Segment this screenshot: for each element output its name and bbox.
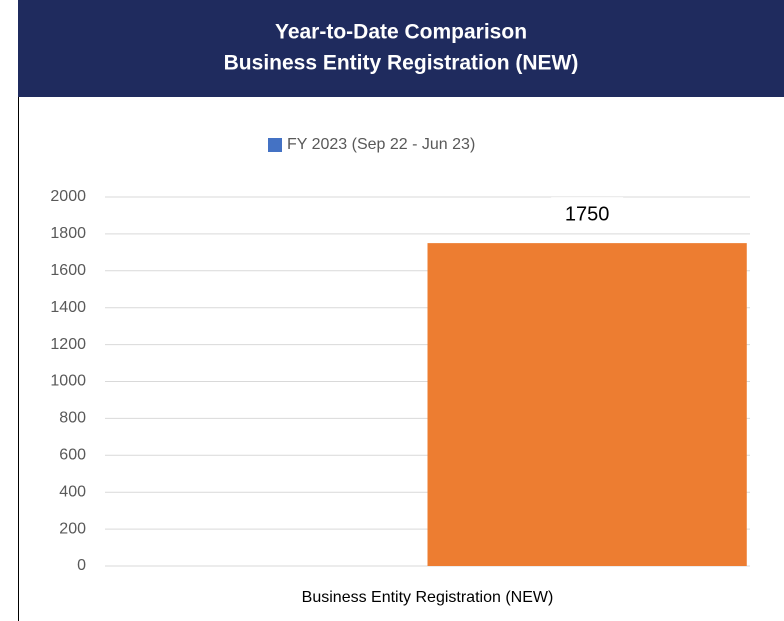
data-label-box xyxy=(551,197,624,234)
y-tick-label: 1400 xyxy=(50,299,86,316)
y-tick-label: 200 xyxy=(59,520,86,537)
y-tick-label: 1800 xyxy=(50,225,86,242)
bar xyxy=(427,243,747,566)
header-band xyxy=(18,0,784,97)
y-tick-label: 1200 xyxy=(50,336,86,353)
legend-label: FY 2023 (Sep 22 - Jun 23) xyxy=(287,136,475,153)
y-tick-label: 400 xyxy=(59,483,86,500)
legend-swatch xyxy=(268,138,282,152)
y-tick-label: 800 xyxy=(59,410,86,427)
y-tick-label: 1600 xyxy=(50,262,86,279)
y-tick-label: 0 xyxy=(77,557,86,574)
y-tick-label: 600 xyxy=(59,447,86,464)
y-tick-label: 2000 xyxy=(50,188,86,205)
x-tick-label: Business Entity Registration (NEW) xyxy=(302,589,554,606)
y-tick-label: 1000 xyxy=(50,373,86,390)
chart-subtitle: Business Entity Registration (NEW) xyxy=(224,52,579,75)
data-label: 1750 xyxy=(565,203,610,225)
chart-title: Year-to-Date Comparison xyxy=(275,21,527,44)
